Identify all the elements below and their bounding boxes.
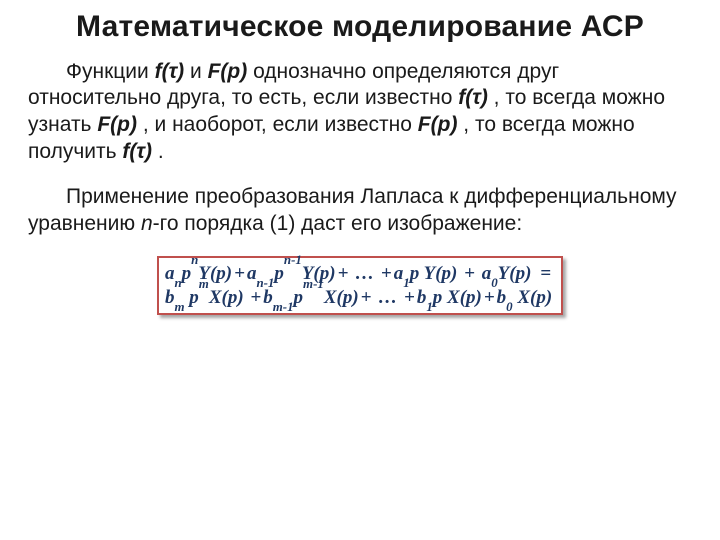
text: , и наоборот, если известно bbox=[143, 113, 418, 136]
math-symbol-F-p: F(p) bbox=[208, 60, 248, 83]
var: p bbox=[294, 287, 304, 308]
plus: + bbox=[379, 263, 394, 284]
sub: n bbox=[174, 275, 181, 290]
paragraph-2: Применение преобразования Лапласа к дифф… bbox=[28, 184, 692, 238]
math-symbol-F-p: F(p) bbox=[418, 113, 458, 136]
text: и bbox=[190, 60, 208, 83]
var: p bbox=[189, 287, 199, 308]
sub: 1 bbox=[403, 275, 409, 290]
fn: Y(p) bbox=[424, 263, 458, 284]
sup: n bbox=[191, 252, 198, 267]
sup: m bbox=[199, 276, 209, 291]
equation-box: anpnY(p)+an-1pn-1Y(p)+ … +a1p Y(p) + a0Y… bbox=[157, 256, 563, 316]
fn: X(p) bbox=[209, 287, 244, 308]
sub: 0 bbox=[506, 299, 512, 314]
var: p bbox=[182, 263, 192, 284]
fn: X(p) bbox=[447, 287, 482, 308]
coef: b bbox=[497, 287, 507, 308]
sub: 1 bbox=[426, 299, 432, 314]
sup: m-1 bbox=[303, 276, 324, 291]
slide: Математическое моделирование АСР Функции… bbox=[0, 0, 720, 540]
var: p bbox=[433, 287, 443, 308]
plus: + bbox=[462, 263, 477, 284]
coef: a bbox=[394, 263, 404, 284]
dots: … bbox=[378, 287, 397, 308]
sub: n-1 bbox=[256, 275, 274, 290]
plus: + bbox=[336, 263, 351, 284]
var: p bbox=[274, 263, 284, 284]
math-symbol-n: n bbox=[141, 212, 153, 235]
equation-line-1: anpnY(p)+an-1pn-1Y(p)+ … +a1p Y(p) + a0Y… bbox=[165, 262, 555, 286]
fn: X(p) bbox=[324, 287, 359, 308]
coef: b bbox=[417, 287, 427, 308]
text: Функции bbox=[66, 60, 155, 83]
plus: + bbox=[232, 263, 247, 284]
fn: Y(p) bbox=[498, 263, 532, 284]
sup: n-1 bbox=[284, 252, 302, 267]
equals: = bbox=[536, 263, 555, 284]
paragraph-1: Функции f(τ) и F(p) однозначно определяю… bbox=[28, 59, 692, 167]
sub: m bbox=[174, 299, 184, 314]
plus: + bbox=[359, 287, 374, 308]
var: p bbox=[410, 263, 420, 284]
coef: a bbox=[482, 263, 492, 284]
dots: … bbox=[355, 263, 374, 284]
fn: X(p) bbox=[517, 287, 552, 308]
math-symbol-f-tau: f(τ) bbox=[122, 140, 152, 163]
math-symbol-f-tau: f(τ) bbox=[155, 60, 185, 83]
text: -го порядка (1) даст его изображение: bbox=[153, 212, 523, 235]
math-symbol-F-p: F(p) bbox=[97, 113, 137, 136]
math-symbol-f-tau: f(τ) bbox=[458, 86, 488, 109]
equation-container: anpnY(p)+an-1pn-1Y(p)+ … +a1p Y(p) + a0Y… bbox=[28, 256, 692, 316]
sub: m-1 bbox=[273, 299, 294, 314]
text: . bbox=[158, 140, 164, 163]
sub: 0 bbox=[491, 275, 497, 290]
slide-title: Математическое моделирование АСР bbox=[28, 10, 692, 45]
